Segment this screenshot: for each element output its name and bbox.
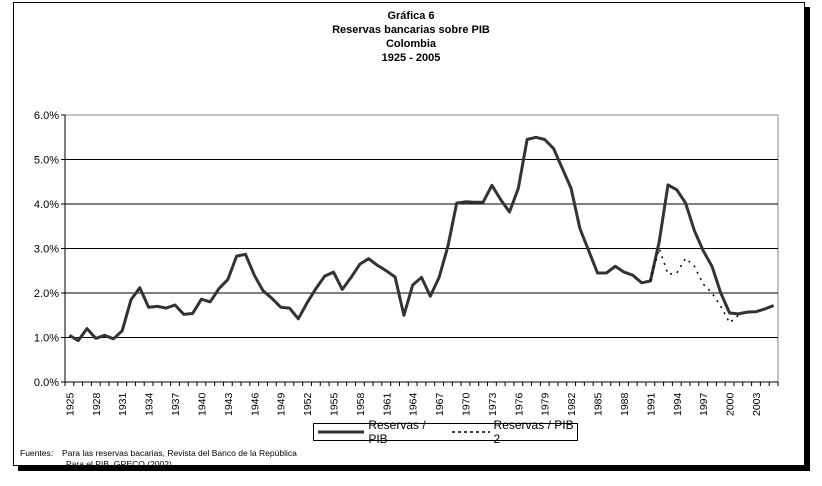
x-tick-label: 1958 <box>355 392 367 416</box>
x-tick-label: 1949 <box>276 392 288 416</box>
x-tick-label: 1937 <box>170 392 182 416</box>
legend-label-reservas-pib: Reservas / PIB <box>368 418 426 446</box>
x-tick-label: 2003 <box>751 392 763 416</box>
x-tick-label: 1967 <box>434 392 446 416</box>
x-tick-label: 1973 <box>487 392 499 416</box>
footer-source-2: Para el PIB, GRECO (2002) <box>66 459 172 469</box>
x-tick-label: 1985 <box>593 392 605 416</box>
chart-subtitle-2: Colombia <box>385 38 437 50</box>
x-tick-label: 1940 <box>196 392 208 416</box>
y-tick-label: 1.0% <box>34 333 59 345</box>
y-tick-label: 0.0% <box>34 377 59 389</box>
chart-subtitle-3: 1925 - 2005 <box>381 52 441 64</box>
legend: Reservas / PIB Reservas / PIB 2 <box>313 418 578 446</box>
x-tick-label: 1991 <box>645 392 657 416</box>
x-tick-label: 1970 <box>461 392 473 416</box>
x-tick-label: 1982 <box>566 392 578 416</box>
y-tick-label: 5.0% <box>34 155 59 167</box>
x-tick-label: 1961 <box>381 392 393 416</box>
x-tick-label: 2000 <box>725 392 737 416</box>
series-line-reservas-pib <box>68 135 775 343</box>
x-tick-label: 1928 <box>91 392 103 416</box>
x-tick-label: 1979 <box>540 392 552 416</box>
chart-subtitle-1: Reservas bancarias sobre PIB <box>332 24 490 36</box>
x-tick-label: 1976 <box>513 392 525 416</box>
x-tick-label: 1988 <box>619 392 631 416</box>
x-tick-label: 1955 <box>328 392 340 416</box>
series-line-reservas-pib-2 <box>649 245 739 324</box>
x-tick-label: 1931 <box>117 392 129 416</box>
y-tick-label: 4.0% <box>34 199 59 211</box>
x-tick-label: 1946 <box>249 392 261 416</box>
x-tick-label: 1925 <box>64 392 76 416</box>
y-tick-label: 2.0% <box>34 288 59 300</box>
legend-label-reservas-pib-2: Reservas / PIB 2 <box>493 418 574 446</box>
x-tick-label: 1994 <box>672 392 684 416</box>
x-tick-label: 1964 <box>408 392 420 416</box>
footer-source-1: Para las reservas bacarias, Revista del … <box>62 448 297 458</box>
x-tick-label: 1943 <box>223 392 235 416</box>
y-tick-label: 3.0% <box>34 244 59 256</box>
x-tick-label: 1952 <box>302 392 314 416</box>
legend-solid-swatch <box>318 430 365 434</box>
legend-dotted-swatch <box>452 431 490 433</box>
footer-label: Fuentes: <box>20 448 54 458</box>
x-tick-label: 1997 <box>698 392 710 416</box>
x-tick-label: 1934 <box>144 392 156 416</box>
chart-title: Gráfica 6 <box>387 10 435 22</box>
y-tick-label: 6.0% <box>34 110 59 122</box>
